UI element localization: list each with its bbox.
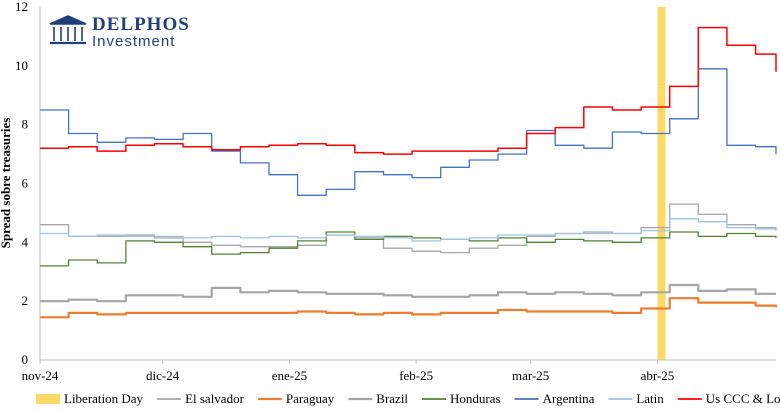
legend-item-paraguay: Paraguay xyxy=(257,391,335,406)
legend-label: Paraguay xyxy=(286,391,335,406)
series-line-honduras xyxy=(40,231,777,267)
series-line-latin xyxy=(40,218,776,242)
x-tick-labels: nov-24 dic-24 ene-25 feb-25 mar-25 abr-25 xyxy=(22,360,675,383)
legend-item-argentina: Argentina xyxy=(514,391,595,406)
y-tick-label: 10 xyxy=(15,58,28,73)
y-axis-title: Spread sobre treasuries xyxy=(0,118,13,249)
legend-swatch xyxy=(36,394,60,404)
x-tick-label: feb-25 xyxy=(399,368,433,383)
series-line-argentina xyxy=(40,68,777,196)
series-line-paraguay xyxy=(40,297,778,319)
logo: DELPHOS Investment xyxy=(49,14,190,50)
x-tick-label: ene-25 xyxy=(272,368,307,383)
legend-item-brazil: Brazil xyxy=(348,391,408,406)
y-tick-label: 8 xyxy=(22,117,29,132)
series-layer xyxy=(40,26,778,319)
x-tick-label: dic-24 xyxy=(146,368,180,383)
y-tick-label: 6 xyxy=(22,176,29,191)
series-line-brazil xyxy=(40,283,776,303)
logo-name: DELPHOS xyxy=(92,14,190,35)
legend-label: Latin xyxy=(636,391,664,406)
legend-label: Brazil xyxy=(376,391,408,406)
x-tick-label: abr-25 xyxy=(641,368,675,383)
event-band-layer xyxy=(657,7,666,360)
series-line-el-salvador xyxy=(40,203,777,254)
event-band-liberation-day xyxy=(657,7,666,360)
logo-subtitle: Investment xyxy=(92,33,175,50)
legend-item-liberation-day: Liberation Day xyxy=(36,391,144,406)
x-tick-label: mar-25 xyxy=(512,368,549,383)
y-tick-label: 12 xyxy=(15,0,28,14)
x-tick-label: nov-24 xyxy=(22,368,59,383)
y-tick-label: 4 xyxy=(22,234,29,249)
y-tick-label: 0 xyxy=(22,352,29,367)
legend-item-us-ccc-lower: Us CCC & Lower xyxy=(677,391,780,406)
y-tick-labels: 0 2 4 6 8 10 12 xyxy=(15,0,29,367)
legend-label: Liberation Day xyxy=(64,391,144,406)
legend-item-latin: Latin xyxy=(608,391,664,406)
y-tick-label: 2 xyxy=(22,293,29,308)
legend-label: Us CCC & Lower xyxy=(706,391,780,406)
axes xyxy=(39,7,776,361)
legend-label: El salvador xyxy=(185,391,245,406)
legend-label: Argentina xyxy=(543,391,595,406)
legend-item-el-salvador: El salvador xyxy=(157,391,245,406)
series-line-us-ccc-lower xyxy=(40,26,777,155)
legend: Liberation Day El salvador Paraguay Brazil H… xyxy=(36,391,780,406)
temple-icon xyxy=(49,15,87,45)
legend-label: Honduras xyxy=(450,391,501,406)
legend-item-honduras: Honduras xyxy=(422,391,501,406)
